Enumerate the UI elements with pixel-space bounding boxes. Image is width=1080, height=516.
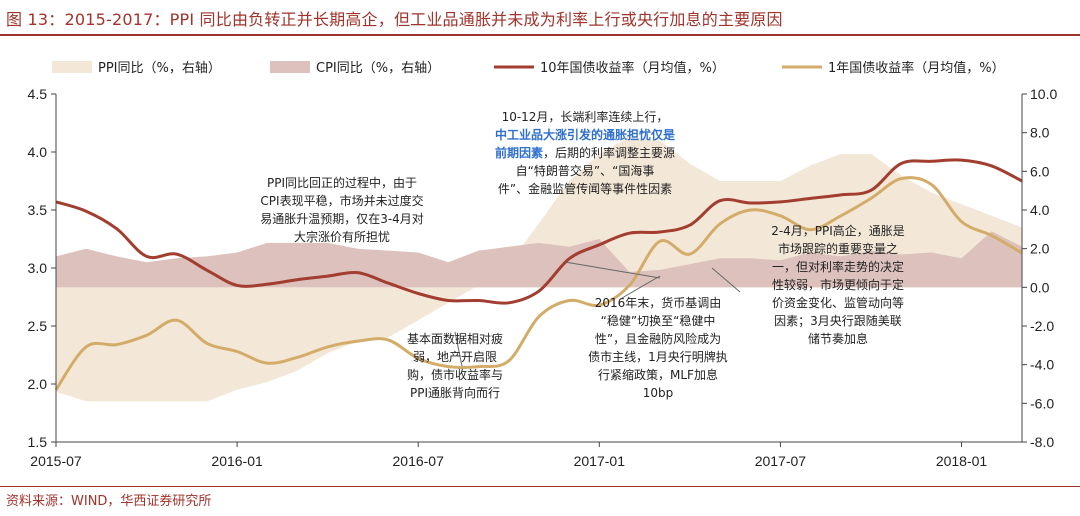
annotation-line: 基本面数据相对疲: [406, 332, 503, 346]
x-tick-label: 2018-01: [936, 453, 988, 469]
annotation-leader-lines: [454, 261, 741, 367]
annotation-feb-apr-ppi: 2-4月，PPI高企，通胀是 市场跟踪的重要变量之 一，但对利率走势的决定 性较弱，市…: [748, 222, 928, 348]
one-year-yield-line: [54, 176, 1023, 391]
ten-year-yield-line: [55, 158, 1023, 305]
left-tick-label: 3.0: [28, 260, 48, 276]
x-tick-label: 2016-01: [211, 453, 263, 469]
annotation-oct-dec-yields: 10-12月，长端利率连续上行， 中工业品大涨引发的通胀担忧仅是 前期因素，后期的利…: [462, 108, 708, 198]
x-tick-label: 2015-07: [30, 453, 82, 469]
chart-title: 图 13：2015-2017：PPI 同比由负转正并长期高企，但工业品通胀并未成…: [6, 10, 783, 29]
right-tick-label: 0.0: [1030, 279, 1050, 295]
right-tick-label: 4.0: [1030, 202, 1050, 218]
annotation-line: 自“特朗普交易”、“国海事: [515, 164, 655, 178]
left-tick-label: 3.5: [28, 202, 48, 218]
right-tick-label: -2.0: [1030, 318, 1054, 334]
legend-ppi-swatch: [52, 61, 92, 73]
annotation-line: 10bp: [642, 386, 674, 400]
left-tick-label: 2.5: [28, 318, 48, 334]
annotation-line: 储节奏加息: [807, 332, 868, 346]
right-tick-label: -4.0: [1030, 357, 1054, 373]
x-tick-label: 2017-07: [755, 453, 807, 469]
annotation-highlight: 前期因素: [494, 146, 543, 160]
annotation-leader-line: [564, 261, 661, 279]
right-tick-label: 6.0: [1030, 163, 1050, 179]
annotation-line: 行紧缩政策，MLF加息: [598, 368, 718, 382]
x-tick-label: 2017-01: [574, 453, 626, 469]
annotation-line: 件”、金融监管传闻等事件性因素: [497, 182, 673, 196]
legend-ten-year-label: 10年国债收益率（月均值，%）: [540, 60, 725, 76]
annotation-line: PPI通胀背向而行: [409, 386, 500, 400]
legend: PPI同比（%，右轴） CPI同比（%，右轴） 10年国债收益率（月均值，%） 1年国…: [52, 60, 1005, 76]
annotation-line: 2016年末，货币基调由: [594, 296, 722, 310]
annotation-end-2016-policy: 2016年末，货币基调由 “稳健”切换至“稳健中 性”，且金融防风险成为 债市主线，1…: [568, 294, 748, 402]
annotation-line: 中工业品大涨引发的通胀担忧仅是: [462, 126, 708, 144]
cpi-area: [56, 231, 1022, 288]
annotation-line: 因素；3月央行跟随美联: [774, 314, 902, 328]
annotation-line: 大宗涨价有所担忧: [293, 230, 390, 244]
legend-cpi-swatch: [270, 61, 310, 73]
legend-one-year-label: 1年国债收益率（月均值，%）: [828, 60, 1005, 76]
left-tick-label: 2.0: [28, 376, 48, 392]
annotation-leader-line: [454, 331, 463, 367]
right-tick-label: 2.0: [1030, 241, 1050, 257]
annotation-line: 债市主线，1月央行明牌执: [588, 350, 728, 364]
annotation-line: 市场跟踪的重要变量之: [777, 242, 898, 256]
annotation-weak-fundamentals: 基本面数据相对疲 弱，地产开启限 购，债市收益率与 PPI通胀背向而行: [385, 330, 525, 402]
right-tick-label: -6.0: [1030, 395, 1054, 411]
annotation-leader-line: [711, 267, 741, 293]
annotation-line: 一，但对利率走势的决定: [771, 260, 904, 274]
right-tick-label: 10.0: [1030, 86, 1057, 102]
source-rule: [0, 486, 1080, 487]
annotation-line: 易通胀升温预期，仅在3-4月对: [260, 212, 424, 226]
annotation-line: 性较弱，市场更倾向于定: [771, 278, 904, 292]
source-note: 资料来源：WIND，华西证券研究所: [6, 494, 212, 509]
annotation-highlight: 中工业品大涨引发的通胀担忧仅是: [494, 128, 675, 142]
x-tick-label: 2016-07: [393, 453, 445, 469]
axes-group: 1.5 2.0 2.5 3.0 3.5 4.0 4.5 -8.0 -6.0 -4.0 -2.0 0.0…: [28, 86, 1058, 469]
legend-ppi-label: PPI同比（%，右轴）: [98, 61, 221, 76]
annotation-line: 价资金变化、监管动向等: [771, 296, 904, 310]
annotation-line: 购，债市收益率与: [406, 368, 503, 382]
left-tick-label: 1.5: [28, 434, 48, 450]
annotation-line: “稳健”切换至“稳健中: [600, 314, 716, 328]
annotation-line: CPI表现平稳，市场并未过度交: [260, 194, 424, 208]
right-tick-label: -8.0: [1030, 434, 1054, 450]
annotation-line: 性”，且金融防风险成为: [594, 332, 722, 346]
annotation-line: PPI同比回正的过程中，由于: [266, 176, 417, 190]
chart-svg: PPI同比（%，右轴） CPI同比（%，右轴） 10年国债收益率（月均值，%） 1年国…: [28, 60, 1058, 469]
annotation-line: 前期因素，后期的利率调整主要源: [494, 146, 676, 160]
annotation-ppi-turn-positive: PPI同比回正的过程中，由于 CPI表现平稳，市场并未过度交 易通胀升温预期，仅在3…: [226, 174, 458, 246]
title-rule: [0, 34, 1080, 36]
legend-cpi-label: CPI同比（%，右轴）: [316, 61, 440, 76]
left-tick-label: 4.0: [28, 144, 48, 160]
right-tick-label: 8.0: [1030, 125, 1050, 141]
annotation-line: 2-4月，PPI高企，通胀是: [771, 224, 905, 238]
line-series-group: [54, 158, 1023, 391]
annotation-leader-line: [621, 275, 661, 299]
annotation-line: 弱，地产开启限: [412, 350, 497, 364]
annotation-line: 10-12月，长端利率连续上行，: [501, 110, 669, 124]
left-tick-label: 4.5: [28, 86, 48, 102]
